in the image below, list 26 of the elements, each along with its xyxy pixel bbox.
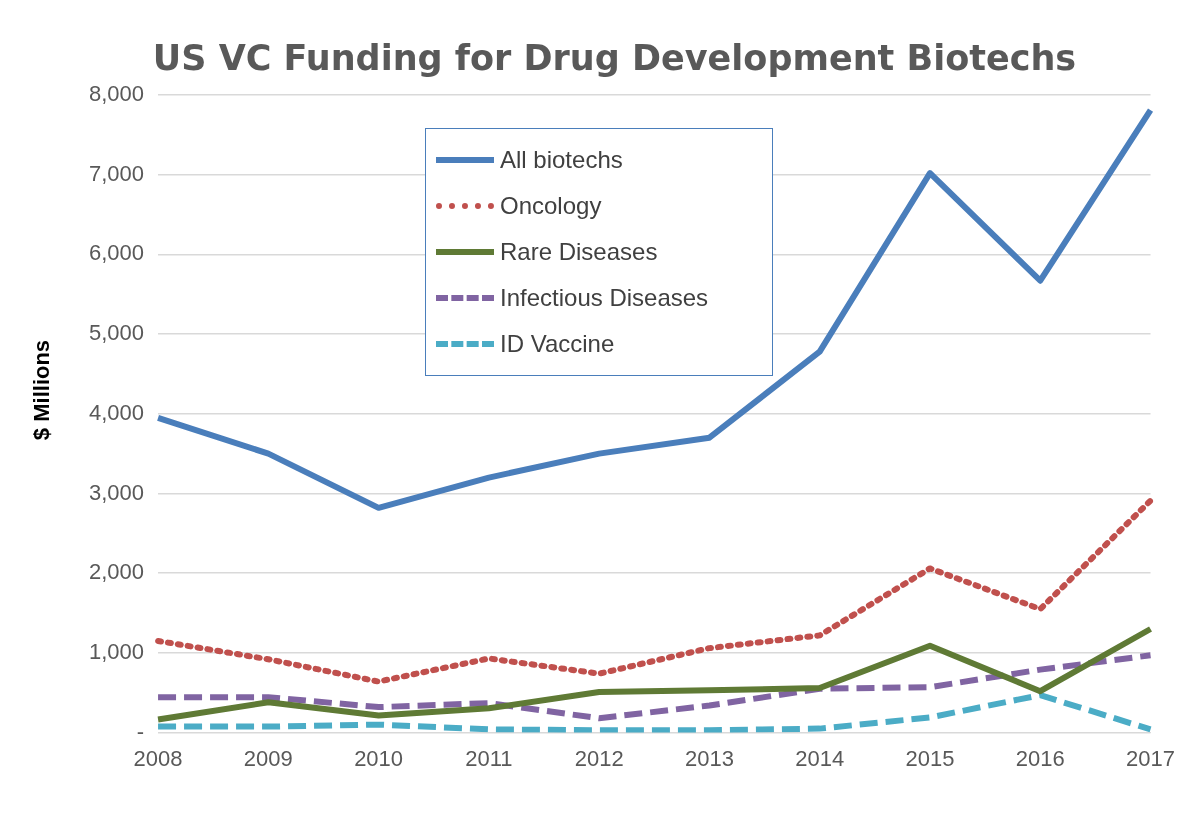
- x-tick-label: 2012: [574, 745, 624, 771]
- x-tick-label: 2008: [133, 745, 183, 771]
- chart-title: US VC Funding for Drug Development Biotechs: [151, 38, 1078, 78]
- y-tick-label: 7,000: [88, 160, 145, 186]
- y-tick-label: 3,000: [88, 479, 145, 505]
- y-tick-label: 4,000: [88, 399, 145, 425]
- legend-label: Oncology: [500, 192, 602, 220]
- y-tick-label: 8,000: [88, 81, 145, 107]
- x-tick-label: 2011: [465, 745, 513, 771]
- x-tick-label: 2014: [795, 745, 845, 771]
- x-tick-label: 2017: [1126, 745, 1176, 771]
- x-tick-label: 2013: [684, 745, 734, 771]
- x-tick-label: 2015: [905, 745, 955, 771]
- legend-label: All biotechs: [500, 146, 623, 174]
- y-tick-label: 1,000: [88, 638, 145, 664]
- y-tick-label: -: [136, 718, 145, 744]
- x-tick-label: 2016: [1015, 745, 1065, 771]
- y-tick-label: 2,000: [88, 559, 145, 585]
- legend-label: Infectious Diseases: [500, 284, 709, 312]
- legend-label: ID Vaccine: [500, 330, 615, 358]
- x-tick-label: 2010: [354, 745, 404, 771]
- y-tick-label: 6,000: [88, 240, 145, 266]
- x-tick-label: 2009: [243, 745, 293, 771]
- y-tick-label: 5,000: [88, 320, 145, 346]
- y-axis-title: $ Millions: [29, 339, 55, 441]
- legend-label: Rare Diseases: [500, 238, 658, 266]
